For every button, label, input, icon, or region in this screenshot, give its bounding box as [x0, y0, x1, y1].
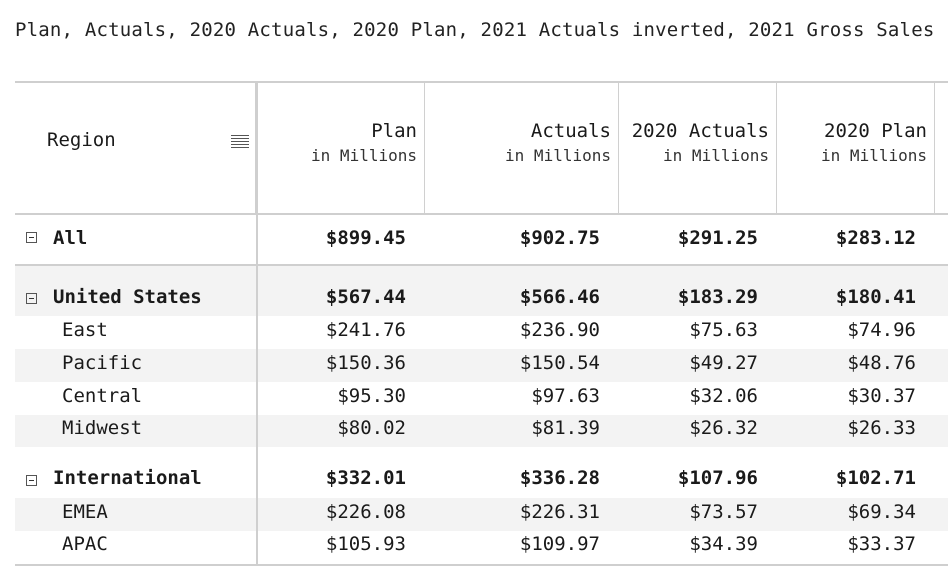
table-row: EMEA $226.08 $226.31 $73.57 $69.34 — [15, 498, 948, 531]
pivot-grid: Region Plan in Millions Actuals in Milli… — [15, 81, 948, 566]
region-column-divider — [256, 83, 258, 564]
plan-value: $241.76 — [325, 319, 406, 341]
plan-value: $105.93 — [325, 533, 406, 555]
column-subtitle: in Millions — [821, 146, 927, 165]
2020-actuals-value: $183.29 — [677, 286, 758, 308]
actuals-value: $336.28 — [519, 467, 600, 489]
plan-value: $226.08 — [325, 501, 406, 523]
row-label: Central — [62, 385, 143, 407]
actuals-column-header[interactable]: Actuals in Millions — [425, 83, 619, 213]
2020-plan-value: $102.71 — [835, 467, 916, 489]
row-label: EMEA — [62, 501, 108, 523]
row-label: International — [53, 467, 202, 489]
collapse-toggle-icon[interactable] — [26, 475, 37, 486]
actuals-value: $97.63 — [531, 385, 600, 407]
column-title: 2020 Plan — [824, 120, 927, 142]
2020-plan-value: $26.33 — [847, 417, 916, 439]
region-column-header[interactable]: Region — [15, 83, 257, 213]
actuals-value: $81.39 — [531, 417, 600, 439]
row-label: All — [53, 227, 88, 249]
column-subtitle: in Millions — [505, 146, 611, 165]
plan-value: $567.44 — [325, 286, 406, 308]
divider — [15, 264, 948, 266]
plan-value: $899.45 — [325, 227, 406, 249]
row-label: United States — [53, 286, 202, 308]
2020-actuals-value: $32.06 — [689, 385, 758, 407]
table-caption: Plan, Actuals, 2020 Actuals, 2020 Plan, … — [15, 19, 935, 41]
2020-plan-value: $69.34 — [847, 501, 916, 523]
hamburger-menu-icon[interactable] — [231, 135, 249, 151]
table-row-united-states: United States $567.44 $566.46 $183.29 $1… — [15, 266, 948, 316]
plan-value: $332.01 — [325, 467, 406, 489]
row-label: APAC — [62, 533, 108, 555]
region-header-label: Region — [47, 129, 116, 151]
2020-plan-value: $283.12 — [835, 227, 916, 249]
actuals-value: $150.54 — [519, 352, 600, 374]
grid-header: Region Plan in Millions Actuals in Milli… — [15, 83, 948, 215]
column-subtitle: in Millions — [663, 146, 769, 165]
actuals-value: $236.90 — [519, 319, 600, 341]
actuals-value: $226.31 — [519, 501, 600, 523]
actuals-value: $566.46 — [519, 286, 600, 308]
plan-column-header[interactable]: Plan in Millions — [257, 83, 425, 213]
table-row: APAC $105.93 $109.97 $34.39 $33.37 — [15, 531, 948, 562]
plan-value: $95.30 — [337, 385, 406, 407]
actuals-value: $109.97 — [519, 533, 600, 555]
2020-plan-column-header[interactable]: 2020 Plan in Millions — [777, 83, 935, 213]
table-row: Midwest $80.02 $81.39 $26.32 $26.33 — [15, 415, 948, 447]
actuals-value: $902.75 — [519, 227, 600, 249]
2020-plan-value: $33.37 — [847, 533, 916, 555]
collapse-toggle-icon[interactable] — [26, 293, 37, 304]
row-label: Pacific — [62, 352, 143, 374]
2020-plan-value: $30.37 — [847, 385, 916, 407]
column-title: Plan — [371, 120, 417, 142]
2020-actuals-value: $291.25 — [677, 227, 758, 249]
2020-actuals-value: $107.96 — [677, 467, 758, 489]
column-title: 2020 Actuals — [631, 120, 769, 142]
2020-actuals-value: $73.57 — [689, 501, 758, 523]
row-label: East — [62, 319, 108, 341]
2020-actuals-value: $34.39 — [689, 533, 758, 555]
row-label: Midwest — [62, 417, 143, 439]
2020-plan-value: $180.41 — [835, 286, 916, 308]
2020-actuals-value: $49.27 — [689, 352, 758, 374]
2020-actuals-value: $26.32 — [689, 417, 758, 439]
table-row: Pacific $150.36 $150.54 $49.27 $48.76 — [15, 349, 948, 382]
2020-actuals-column-header[interactable]: 2020 Actuals in Millions — [619, 83, 777, 213]
2020-plan-value: $48.76 — [847, 352, 916, 374]
collapse-toggle-icon[interactable] — [26, 232, 37, 243]
column-title: Actuals — [530, 120, 611, 142]
table-row: East $241.76 $236.90 $75.63 $74.96 — [15, 316, 948, 349]
plan-value: $150.36 — [325, 352, 406, 374]
2020-plan-value: $74.96 — [847, 319, 916, 341]
2020-actuals-value: $75.63 — [689, 319, 758, 341]
plan-value: $80.02 — [337, 417, 406, 439]
column-subtitle: in Millions — [311, 146, 417, 165]
table-row: Central $95.30 $97.63 $32.06 $30.37 — [15, 382, 948, 415]
table-row-all: All $899.45 $902.75 $291.25 $283.12 — [15, 215, 948, 264]
table-row-international: International $332.01 $336.28 $107.96 $1… — [15, 447, 948, 498]
